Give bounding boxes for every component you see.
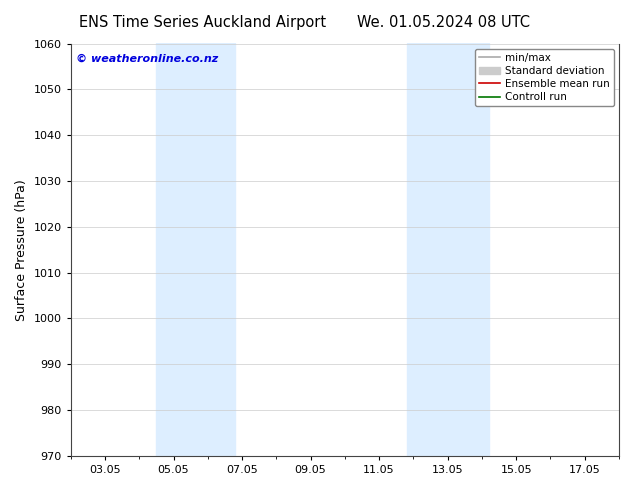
Text: © weatheronline.co.nz: © weatheronline.co.nz bbox=[76, 54, 219, 64]
Bar bbox=[406, 44, 489, 456]
Legend: min/max, Standard deviation, Ensemble mean run, Controll run: min/max, Standard deviation, Ensemble me… bbox=[475, 49, 614, 106]
Bar bbox=[157, 44, 235, 456]
Text: We. 01.05.2024 08 UTC: We. 01.05.2024 08 UTC bbox=[358, 15, 530, 30]
Text: ENS Time Series Auckland Airport: ENS Time Series Auckland Airport bbox=[79, 15, 327, 30]
Y-axis label: Surface Pressure (hPa): Surface Pressure (hPa) bbox=[15, 179, 28, 320]
